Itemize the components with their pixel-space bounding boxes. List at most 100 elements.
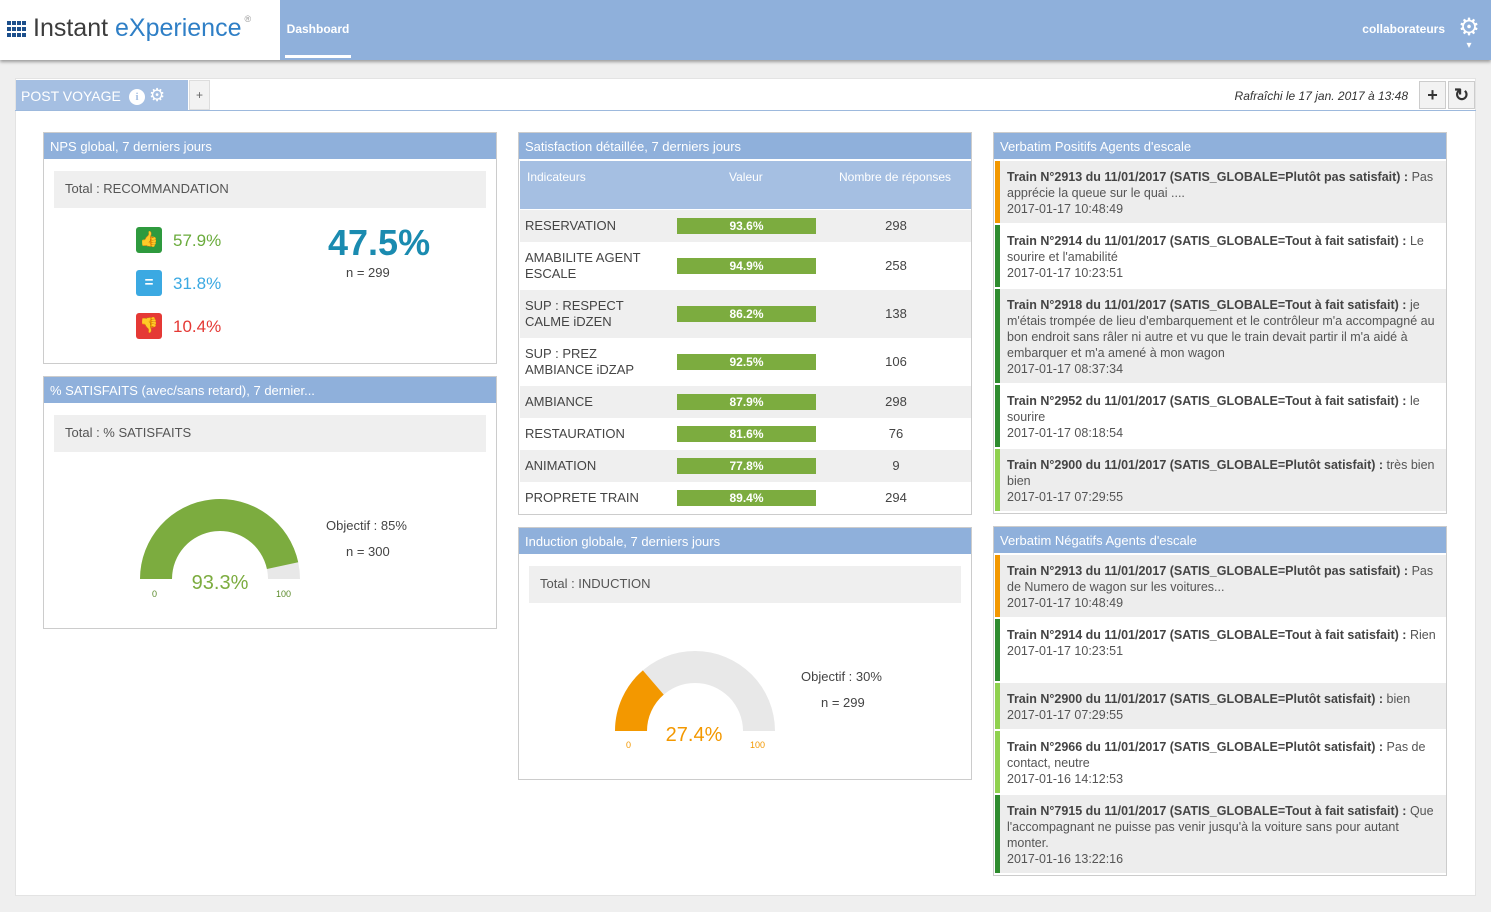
table-row: AMABILITE AGENT ESCALE 94.9% 258 [520,242,971,290]
sentiment-bar [995,555,1000,617]
add-tab-button[interactable]: + [189,80,210,110]
chevron-down-icon: ▾ [1466,40,1472,51]
row-count: 76 [888,426,904,441]
row-value-bar: 77.8% [677,458,816,474]
satisfaits-gauge [140,499,300,579]
reload-button[interactable]: ↻ [1448,81,1475,109]
row-count: 294 [885,490,907,505]
info-icon[interactable]: i [129,89,145,105]
detail-title: Satisfaction détaillée, 7 derniers jours [519,133,971,159]
dashboard-tab-bar: POST VOYAGE i ⚙ + Rafraîchi le 17 jan. 2… [15,78,1476,111]
row-count: 9 [892,458,900,473]
induction-gauge-min: 0 [626,740,632,750]
row-value-bar: 94.9% [677,258,816,274]
satisfaits-gauge-max: 100 [276,589,292,599]
satisfaits-gauge-fill [140,499,299,579]
nps-score: 47.5% [328,222,431,263]
sentiment-bar [995,683,1000,729]
nps-count: n = 299 [346,265,390,280]
sentiment-bar [995,385,1000,447]
satisfaits-title: % SATISFAITS (avec/sans retard), 7 derni… [44,377,496,403]
row-value-bar: 93.6% [677,218,816,234]
row-count: 106 [885,354,907,369]
list-item: Train N°2900 du 11/01/2017 (SATIS_GLOBAL… [995,683,1446,729]
row-value-bar: 81.6% [677,426,816,442]
row-label: RESTAURATION [525,426,625,441]
nps-total-label: Total : RECOMMANDATION [54,171,486,208]
nps-detractors-value: 10.4% [173,317,222,336]
satisfaits-gauge-value: 93.3% [191,572,249,594]
nps-neutral-value: 31.8% [173,274,222,293]
row-label: RESERVATION [525,218,617,233]
nps-title: NPS global, 7 derniers jours [44,133,496,159]
table-row: AMBIANCE 87.9% 298 [520,386,971,418]
induction-total-label: Total : INDUCTION [529,566,961,603]
table-row: SUP : RESPECT CALME iDZEN 86.2% 138 [520,290,971,338]
induction-count: n = 299 [821,695,865,710]
table-row: RESERVATION 93.6% 298 [520,210,971,242]
tab-post-voyage[interactable]: POST VOYAGE i ⚙ [16,80,188,110]
list-item: Train N°2914 du 11/01/2017 (SATIS_GLOBAL… [995,225,1446,287]
induction-objectif: Objectif : 30% [801,669,882,684]
sentiment-bar [995,225,1000,287]
header-indicateurs: Indicateurs [527,170,586,184]
logo-grid-icon [7,21,27,37]
verbatim-negative-title: Verbatim Négatifs Agents d'escale [994,527,1446,553]
satisfaits-total-label: Total : % SATISFAITS [54,415,486,452]
list-item: Train N°7915 du 11/01/2017 (SATIS_GLOBAL… [995,795,1446,873]
list-item: Train N°2918 du 11/01/2017 (SATIS_GLOBAL… [995,289,1446,383]
verbatim-positive-widget: Verbatim Positifs Agents d'escale Train … [993,132,1447,514]
verbatim-negative-widget: Verbatim Négatifs Agents d'escale Train … [993,526,1447,876]
nps-promoters-value: 57.9% [173,231,222,250]
top-bar: Instant eXperience ® Dashboard collaborat… [0,0,1491,60]
row-count: 298 [885,394,907,409]
induction-widget: Induction globale, 7 derniers jours Tota… [518,527,972,780]
nav-tab-dashboard[interactable]: Dashboard [285,0,351,60]
sentiment-bar [995,289,1000,383]
add-widget-button[interactable]: + [1419,81,1446,109]
thumbs-up-icon: 👍 [136,227,162,253]
header-valeur: Valeur [729,170,763,184]
thumbs-down-icon: 👎 [136,313,162,339]
row-label: SUP : RESPECT CALME iDZEN [525,298,624,329]
detail-widget: Satisfaction détaillée, 7 derniers jours… [518,132,972,515]
satisfaits-objectif: Objectif : 85% [326,518,407,533]
table-row: PROPRETE TRAIN 89.4% 294 [520,482,971,514]
row-value-bar: 92.5% [677,354,816,370]
induction-gauge [615,651,775,731]
detail-table-header: Indicateurs Valeur Nombre de réponses [520,161,971,209]
row-label: AMBIANCE [525,394,593,409]
row-value-bar: 86.2% [677,306,816,322]
induction-gauge-track [615,651,775,731]
list-item: Train N°2913 du 11/01/2017 (SATIS_GLOBAL… [995,555,1446,617]
sentiment-bar [995,731,1000,793]
table-row: ANIMATION 77.8% 9 [520,450,971,482]
nps-widget: NPS global, 7 derniers jours Total : REC… [43,132,497,364]
verbatim-positive-title: Verbatim Positifs Agents d'escale [994,133,1446,159]
row-label: SUP : PREZ AMBIANCE iDZAP [525,346,635,377]
row-value-bar: 87.9% [677,394,816,410]
sentiment-bar [995,619,1000,681]
satisfaits-widget: % SATISFAITS (avec/sans retard), 7 derni… [43,376,497,629]
row-count: 298 [885,218,907,233]
row-label: ANIMATION [525,458,597,473]
induction-title: Induction globale, 7 derniers jours [519,528,971,554]
brand-logo[interactable]: Instant eXperience ® [0,0,280,60]
gear-icon[interactable]: ⚙ ▾ [1458,14,1480,51]
nav-tab-indicator [285,55,351,58]
sentiment-bar [995,795,1000,873]
tab-settings-gear-icon[interactable]: ⚙ [149,85,166,105]
satisfaits-count: n = 300 [346,544,390,559]
user-menu-label[interactable]: collaborateurs [1362,22,1445,36]
header-nombre: Nombre de réponses [839,170,952,184]
refresh-timestamp: Rafraîchi le 17 jan. 2017 à 13:48 [1234,89,1408,103]
list-item: Train N°2914 du 11/01/2017 (SATIS_GLOBAL… [995,619,1446,681]
sentiment-bar [995,161,1000,223]
row-count: 258 [885,258,907,273]
satisfaits-gauge-min: 0 [152,589,158,599]
induction-gauge-value: 27.4% [665,724,723,746]
row-count: 138 [885,306,907,321]
row-label: PROPRETE TRAIN [525,490,639,505]
list-item: Train N°2952 du 11/01/2017 (SATIS_GLOBAL… [995,385,1446,447]
sentiment-bar [995,449,1000,511]
